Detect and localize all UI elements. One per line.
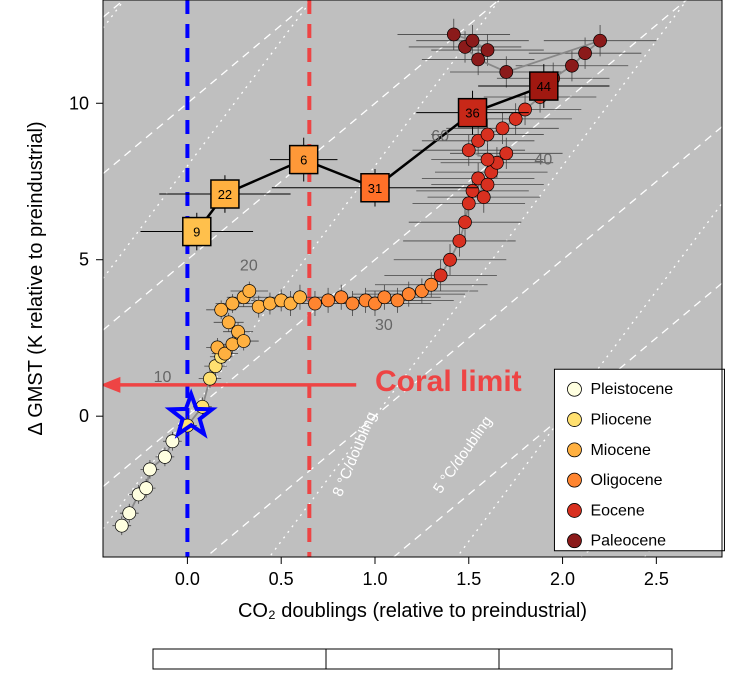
data-point	[500, 65, 513, 78]
xtick-label: 2.0	[550, 569, 575, 589]
data-point	[252, 300, 265, 313]
data-point	[308, 297, 321, 310]
data-point	[594, 34, 607, 47]
data-point	[115, 519, 128, 532]
data-point	[222, 316, 235, 329]
legend-label: Oligocene	[590, 472, 662, 489]
xtick-label: 2.5	[644, 569, 669, 589]
xtick-label: 0.0	[175, 569, 200, 589]
chart-container: 5 °C/doubling8 °C/doublingCoral limit922…	[0, 0, 751, 675]
square-label: 9	[193, 225, 200, 240]
data-point	[378, 291, 391, 304]
path-age-label: 20	[240, 258, 258, 275]
chart-svg: 5 °C/doubling8 °C/doublingCoral limit922…	[0, 0, 751, 675]
ytick-label: 5	[79, 250, 89, 270]
data-point	[565, 59, 578, 72]
legend-swatch	[567, 534, 581, 548]
xtick-label: 1.0	[362, 569, 387, 589]
data-point	[263, 297, 276, 310]
data-point	[459, 216, 472, 229]
legend-swatch	[567, 443, 581, 457]
data-point	[123, 507, 136, 520]
data-point	[481, 178, 494, 191]
data-point	[481, 44, 494, 57]
data-point	[322, 294, 335, 307]
data-point	[346, 297, 359, 310]
legend-swatch	[567, 473, 581, 487]
square-label: 6	[300, 153, 307, 168]
ylabel: Δ GMST (K relative to preindustrial)	[25, 121, 47, 435]
data-point	[402, 288, 415, 301]
path-age-label: 60	[431, 128, 449, 145]
data-point	[444, 253, 457, 266]
data-point	[462, 197, 475, 210]
xtick-label: 0.5	[269, 569, 294, 589]
data-point	[335, 291, 348, 304]
path-age-label: 30	[375, 317, 393, 334]
xlabel: CO₂ doublings (relative to preindustrial…	[238, 600, 587, 622]
legend-label: Miocene	[590, 442, 651, 459]
square-label: 36	[465, 106, 479, 121]
data-point	[237, 335, 250, 348]
bottom-box	[153, 649, 672, 669]
coral-limit-label: Coral limit	[375, 365, 522, 398]
data-point	[293, 291, 306, 304]
legend-swatch	[567, 413, 581, 427]
data-point	[215, 303, 228, 316]
data-point	[158, 450, 171, 463]
square-label: 22	[218, 187, 232, 202]
ytick-label: 10	[69, 93, 89, 113]
data-point	[481, 153, 494, 166]
data-point	[453, 234, 466, 247]
data-point	[447, 28, 460, 41]
path-age-label: 40	[534, 151, 552, 168]
data-point	[477, 191, 490, 204]
data-point	[226, 297, 239, 310]
data-point	[391, 294, 404, 307]
square-label: 44	[537, 79, 551, 94]
xtick-label: 1.5	[456, 569, 481, 589]
data-point	[466, 184, 479, 197]
data-point	[143, 463, 156, 476]
data-point	[434, 269, 447, 282]
data-point	[496, 122, 509, 135]
path-age-label: 10	[154, 369, 172, 386]
data-point	[481, 128, 494, 141]
data-point	[226, 338, 239, 351]
data-point	[140, 482, 153, 495]
legend-swatch	[567, 382, 581, 396]
ytick-label: 0	[79, 406, 89, 426]
data-point	[243, 285, 256, 298]
legend-label: Pleistocene	[590, 381, 673, 398]
data-point	[579, 47, 592, 60]
data-point	[203, 372, 216, 385]
data-point	[500, 147, 513, 160]
data-point	[519, 103, 532, 116]
legend-label: Paleocene	[590, 533, 666, 550]
legend-label: Eocene	[590, 502, 644, 519]
legend-label: Pliocene	[590, 412, 651, 429]
square-label: 31	[368, 181, 382, 196]
legend-swatch	[567, 503, 581, 517]
data-point	[466, 34, 479, 47]
